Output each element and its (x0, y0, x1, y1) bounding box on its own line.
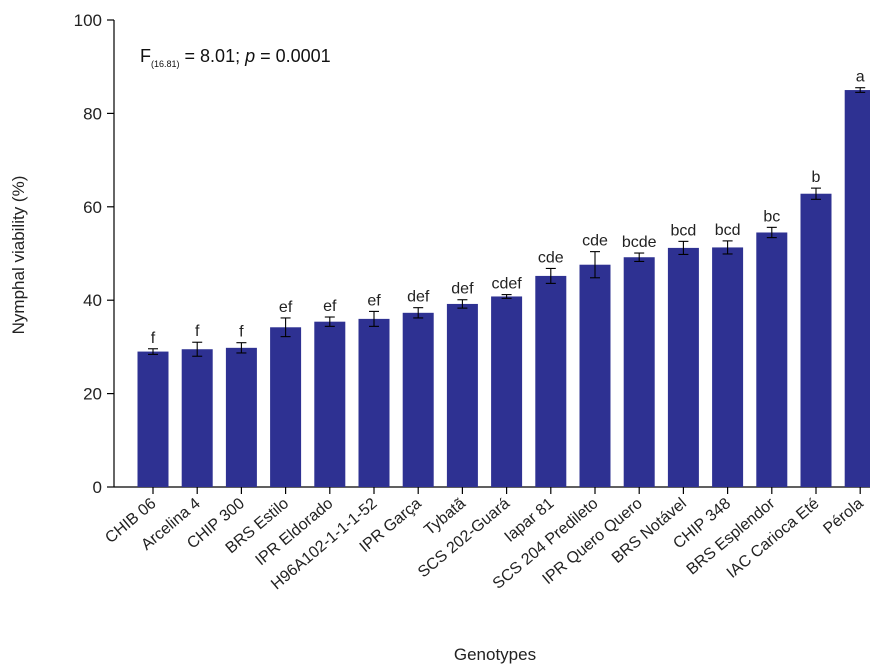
bar (314, 321, 346, 487)
significance-label: cde (538, 249, 564, 266)
stat-f-value: = 8.01; (180, 46, 246, 66)
bar (491, 296, 523, 487)
stat-annotation: F(16.81) = 8.01; p = 0.0001 (140, 46, 331, 69)
bar (667, 247, 699, 487)
significance-label: bcde (622, 234, 657, 251)
significance-label: bcd (715, 222, 741, 239)
significance-label: def (451, 281, 474, 298)
bar (446, 303, 478, 487)
bar (756, 232, 788, 487)
svg-text:F(16.81) = 8.01; p = 0.0001: F(16.81) = 8.01; p = 0.0001 (140, 46, 331, 69)
significance-label: cdef (491, 276, 522, 293)
significance-label: f (195, 323, 200, 340)
bar (181, 349, 213, 487)
bar (535, 275, 567, 487)
y-tick-label: 20 (83, 385, 102, 404)
bar (270, 327, 302, 487)
y-axis-title: Nymphal viability (%) (9, 176, 28, 335)
bar (358, 318, 390, 487)
stat-f-subscript: (16.81) (151, 59, 180, 69)
significance-label: def (407, 289, 430, 306)
y-tick-label: 0 (93, 478, 102, 497)
significance-label: ef (279, 299, 293, 316)
bar (137, 351, 169, 487)
significance-label: b (812, 169, 821, 186)
stat-p-value: = 0.0001 (255, 46, 331, 66)
y-tick-label: 60 (83, 198, 102, 217)
bar (712, 247, 744, 487)
significance-label: ef (323, 298, 337, 315)
bar (623, 257, 655, 487)
bar (225, 347, 257, 487)
y-tick-label: 40 (83, 291, 102, 310)
x-tick-label: Pérola (820, 495, 866, 538)
significance-label: bc (763, 208, 780, 225)
stat-p-label: p (244, 46, 255, 66)
bar (800, 193, 832, 487)
significance-label: f (151, 330, 156, 347)
y-tick-label: 80 (83, 104, 102, 123)
bar (402, 312, 434, 487)
significance-label: cde (582, 233, 608, 250)
bar (844, 90, 870, 488)
bar (579, 264, 611, 487)
y-tick-label: 100 (74, 11, 102, 30)
x-axis-title: Genotypes (454, 645, 536, 664)
significance-label: a (856, 69, 865, 86)
significance-label: f (239, 324, 244, 341)
significance-label: ef (367, 292, 381, 309)
significance-label: bcd (671, 222, 697, 239)
stat-f-label: F (140, 46, 151, 66)
